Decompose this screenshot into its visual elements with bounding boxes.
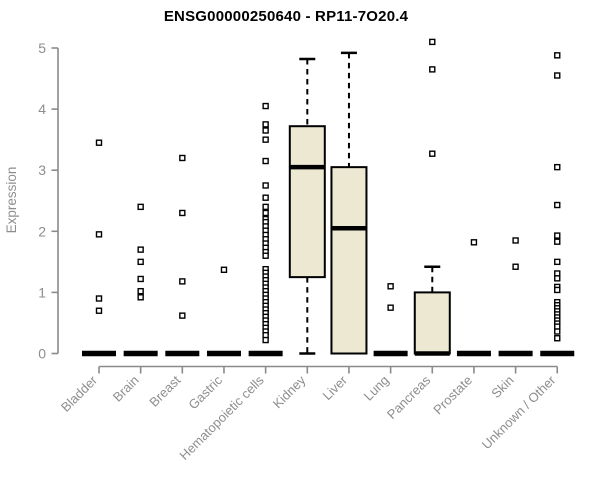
outlier-point bbox=[262, 127, 269, 134]
outlier-point bbox=[137, 287, 144, 295]
y-tick-label: 0 bbox=[38, 346, 46, 362]
outlier-point bbox=[262, 136, 269, 143]
outlier-point bbox=[262, 157, 269, 165]
outlier-point bbox=[137, 294, 144, 301]
outlier-point bbox=[262, 209, 269, 217]
x-category-label: Bladder bbox=[58, 372, 101, 415]
outlier-point bbox=[262, 203, 269, 211]
outlier-point bbox=[179, 154, 186, 162]
outlier-point bbox=[554, 328, 561, 335]
x-category-label: Lung bbox=[361, 373, 392, 404]
collapsed-box bbox=[540, 350, 575, 357]
outlier-point bbox=[137, 275, 144, 283]
outlier-point bbox=[554, 286, 561, 294]
outlier-point bbox=[554, 232, 561, 239]
outlier-point bbox=[554, 163, 561, 171]
collapsed-box bbox=[373, 350, 408, 357]
outlier-point bbox=[95, 295, 103, 302]
collapsed-box bbox=[248, 350, 283, 357]
collapsed-box bbox=[456, 350, 491, 357]
outlier-point bbox=[95, 139, 103, 146]
collapsed-box bbox=[165, 350, 200, 357]
outlier-point bbox=[554, 335, 561, 342]
collapsed-box bbox=[82, 350, 116, 357]
outlier-point bbox=[554, 72, 561, 79]
outlier-point bbox=[554, 201, 561, 209]
y-tick-label: 4 bbox=[38, 101, 46, 117]
outlier-point bbox=[262, 121, 269, 128]
outlier-point bbox=[137, 258, 144, 266]
outlier-point bbox=[179, 278, 186, 285]
y-tick-label: 1 bbox=[38, 284, 46, 300]
outlier-point bbox=[179, 209, 186, 217]
outlier-point bbox=[429, 150, 436, 157]
outlier-point bbox=[262, 182, 269, 189]
outlier-point bbox=[95, 231, 103, 238]
outlier-point bbox=[220, 266, 228, 273]
box bbox=[288, 125, 326, 279]
x-category-label: Liver bbox=[320, 372, 351, 403]
collapsed-box bbox=[123, 350, 158, 357]
box bbox=[330, 166, 368, 355]
outlier-point bbox=[95, 307, 103, 314]
outlier-point bbox=[429, 66, 436, 73]
outlier-point bbox=[262, 102, 269, 110]
y-tick-label: 2 bbox=[38, 223, 46, 239]
x-category-label: Breast bbox=[146, 372, 183, 409]
x-category-label: Skin bbox=[488, 373, 516, 401]
y-tick-label: 5 bbox=[38, 40, 46, 56]
outlier-point bbox=[554, 238, 561, 245]
outlier-point bbox=[179, 312, 186, 319]
x-category-label: Brain bbox=[110, 373, 142, 405]
collapsed-box bbox=[498, 350, 533, 357]
outlier-point bbox=[387, 304, 394, 311]
x-category-label: Kidney bbox=[270, 372, 309, 411]
outlier-point bbox=[429, 38, 436, 46]
outlier-point bbox=[554, 258, 561, 266]
outlier-point bbox=[262, 336, 269, 344]
chart-title: ENSG00000250640 - RP11-7O20.4 bbox=[163, 8, 409, 25]
outlier-point bbox=[137, 203, 144, 211]
outlier-point bbox=[554, 52, 561, 59]
y-axis-title: Expression bbox=[4, 166, 19, 234]
outlier-point bbox=[554, 275, 561, 282]
x-category-label: Gastric bbox=[185, 372, 225, 412]
x-category-label: Pancreas bbox=[384, 372, 434, 422]
outlier-point bbox=[512, 237, 519, 244]
outlier-point bbox=[470, 239, 478, 246]
outlier-point bbox=[387, 283, 394, 290]
collapsed-box bbox=[206, 350, 241, 357]
outlier-point bbox=[137, 246, 144, 253]
outlier-point bbox=[512, 263, 519, 270]
box bbox=[413, 291, 451, 355]
outlier-point bbox=[262, 252, 269, 259]
y-tick-label: 3 bbox=[38, 162, 46, 178]
x-category-label: Prostate bbox=[430, 373, 475, 418]
outlier-point bbox=[262, 194, 269, 201]
x-category-label: Unknown / Other bbox=[479, 372, 559, 452]
